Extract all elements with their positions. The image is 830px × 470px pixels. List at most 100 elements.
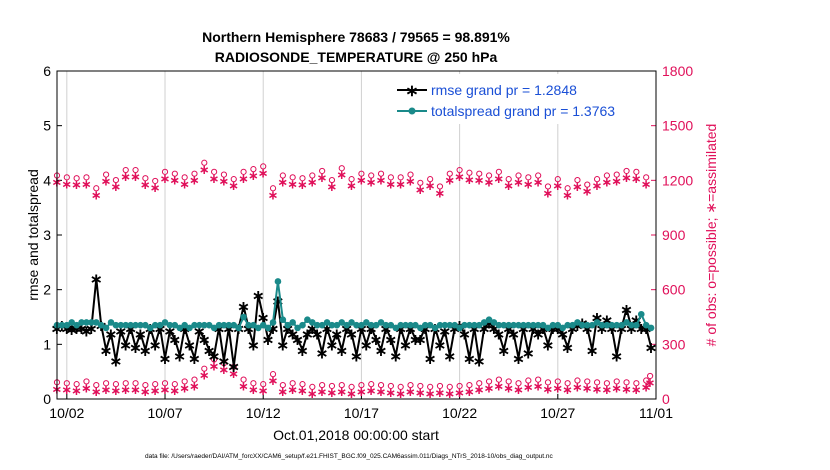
obs-assimilated-point: ∗ bbox=[120, 383, 131, 398]
obs-possible-point bbox=[348, 176, 355, 183]
rmse-line bbox=[56, 278, 653, 367]
spread-point bbox=[97, 321, 105, 329]
spread-point bbox=[279, 316, 287, 324]
obs-assimilated-point: ∗ bbox=[611, 175, 622, 190]
legend-box bbox=[392, 74, 654, 124]
spread-point bbox=[441, 321, 449, 329]
spread-point bbox=[88, 319, 95, 326]
obs-possible-point bbox=[387, 174, 394, 181]
obs-possible-point bbox=[476, 380, 483, 387]
obs-possible-point bbox=[643, 174, 650, 181]
obs-possible-point bbox=[535, 172, 542, 179]
spread-point bbox=[461, 321, 468, 329]
obs-possible-point bbox=[260, 381, 267, 388]
obs-assimilated-point: ∗ bbox=[631, 383, 642, 398]
spread-point bbox=[304, 316, 311, 324]
obs-assimilated-point: ∗ bbox=[61, 383, 72, 398]
x-tick-label: 10/17 bbox=[344, 405, 379, 421]
legend-spread-marker bbox=[408, 107, 416, 115]
obs-possible-point bbox=[240, 376, 247, 383]
obs-possible-point bbox=[436, 382, 444, 390]
x-tick-label: 10/02 bbox=[49, 405, 84, 421]
spread-point bbox=[603, 321, 611, 329]
spread-point bbox=[466, 321, 473, 329]
rmse-point: ∗ bbox=[389, 346, 402, 365]
obs-assimilated-point: ∗ bbox=[621, 171, 632, 186]
spread-point bbox=[436, 321, 444, 329]
obs-possible-point bbox=[250, 380, 257, 387]
obs-assimilated-point: ∗ bbox=[130, 383, 141, 398]
obs-assimilated-point: ∗ bbox=[484, 176, 495, 191]
obs-possible-point bbox=[211, 356, 218, 363]
spread-point bbox=[520, 321, 527, 329]
spread-point bbox=[196, 321, 203, 329]
obs-possible-point bbox=[279, 381, 286, 389]
obs-assimilated-point: ∗ bbox=[268, 374, 279, 389]
spread-point bbox=[628, 321, 635, 329]
spread-point bbox=[446, 321, 454, 329]
obs-assimilated-point: ∗ bbox=[169, 384, 180, 399]
obs-possible-point bbox=[191, 170, 198, 177]
obs-assimilated-point: ∗ bbox=[91, 385, 102, 400]
spread-point bbox=[564, 321, 571, 329]
obs-assimilated-point: ∗ bbox=[454, 170, 465, 185]
obs-possible-point bbox=[289, 380, 296, 387]
obs-possible-point bbox=[93, 381, 100, 389]
y-right-tick-label: 600 bbox=[662, 282, 686, 298]
spread-point bbox=[608, 321, 616, 329]
spread-point bbox=[318, 321, 326, 329]
y-axis-right-label: # of obs: o=possible; ∗=assimilated bbox=[703, 124, 719, 347]
x-tick-label: 11/01 bbox=[639, 405, 673, 421]
obs-possible-point bbox=[633, 168, 640, 175]
spread-point bbox=[583, 321, 591, 329]
spread-point bbox=[284, 321, 292, 329]
obs-possible-markers bbox=[53, 159, 654, 390]
obs-assimilated-point: ∗ bbox=[160, 383, 171, 398]
obs-possible-point bbox=[73, 175, 80, 182]
spread-point bbox=[127, 321, 134, 329]
spread-point bbox=[387, 321, 395, 329]
spread-point bbox=[549, 321, 557, 329]
obs-possible-point bbox=[299, 175, 306, 182]
obs-assimilated-point: ∗ bbox=[130, 170, 141, 185]
obs-assimilated-point: ∗ bbox=[61, 177, 72, 192]
rmse-point: ∗ bbox=[139, 341, 152, 360]
obs-assimilated-point: ∗ bbox=[562, 383, 573, 398]
obs-assimilated-point: ∗ bbox=[317, 385, 328, 400]
rmse-point: ∗ bbox=[296, 341, 309, 360]
rmse-point: ∗ bbox=[384, 330, 397, 349]
y-left-tick-label: 6 bbox=[43, 63, 51, 79]
obs-possible-point bbox=[427, 383, 434, 390]
obs-assimilated-point: ∗ bbox=[199, 163, 210, 178]
obs-assimilated-point: ∗ bbox=[572, 180, 583, 195]
obs-assimilated-point: ∗ bbox=[218, 175, 229, 190]
obs-assimilated-point: ∗ bbox=[474, 174, 485, 189]
obs-possible-point bbox=[211, 168, 218, 175]
rmse-point: ∗ bbox=[252, 286, 265, 305]
obs-possible-point bbox=[338, 381, 345, 389]
obs-assimilated-point: ∗ bbox=[464, 385, 475, 400]
rmse-point: ∗ bbox=[203, 341, 216, 360]
spread-point bbox=[132, 321, 139, 329]
spread-point bbox=[323, 319, 331, 326]
spread-point bbox=[58, 321, 66, 329]
obs-possible-point bbox=[181, 174, 188, 181]
obs-assimilated-point: ∗ bbox=[91, 188, 102, 203]
legend-rmse-marker: ∗ bbox=[405, 83, 418, 100]
rmse-point: ∗ bbox=[119, 335, 132, 354]
obs-assimilated-point: ∗ bbox=[405, 175, 416, 190]
spread-point bbox=[377, 319, 385, 326]
obs-assimilated-point: ∗ bbox=[150, 181, 161, 196]
rmse-point: ∗ bbox=[335, 341, 348, 360]
rmse-point: ∗ bbox=[507, 324, 520, 343]
spread-point bbox=[353, 321, 360, 329]
spread-point bbox=[343, 321, 350, 329]
spread-point bbox=[294, 324, 301, 332]
obs-assimilated-point: ∗ bbox=[199, 369, 210, 384]
obs-assimilated-point: ∗ bbox=[444, 387, 455, 402]
y-left-tick-label: 4 bbox=[43, 172, 51, 188]
obs-assimilated-point: ∗ bbox=[101, 383, 112, 398]
y-right-tick-label: 1800 bbox=[662, 63, 693, 79]
spread-point bbox=[230, 321, 238, 329]
